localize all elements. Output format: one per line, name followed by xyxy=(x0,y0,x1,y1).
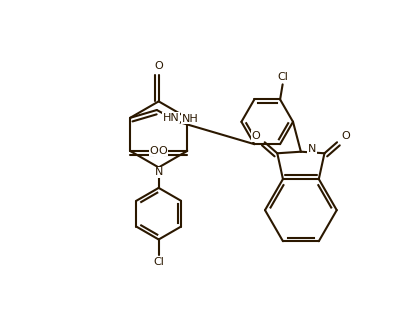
Text: HN: HN xyxy=(163,113,179,123)
Text: O: O xyxy=(150,146,159,156)
Text: O: O xyxy=(159,146,168,156)
Text: N: N xyxy=(308,144,316,154)
Text: Cl: Cl xyxy=(278,72,289,82)
Text: O: O xyxy=(154,61,163,71)
Text: Cl: Cl xyxy=(153,257,164,266)
Text: N: N xyxy=(154,167,163,177)
Text: O: O xyxy=(251,131,260,141)
Text: O: O xyxy=(341,131,350,141)
Text: NH: NH xyxy=(182,114,199,124)
